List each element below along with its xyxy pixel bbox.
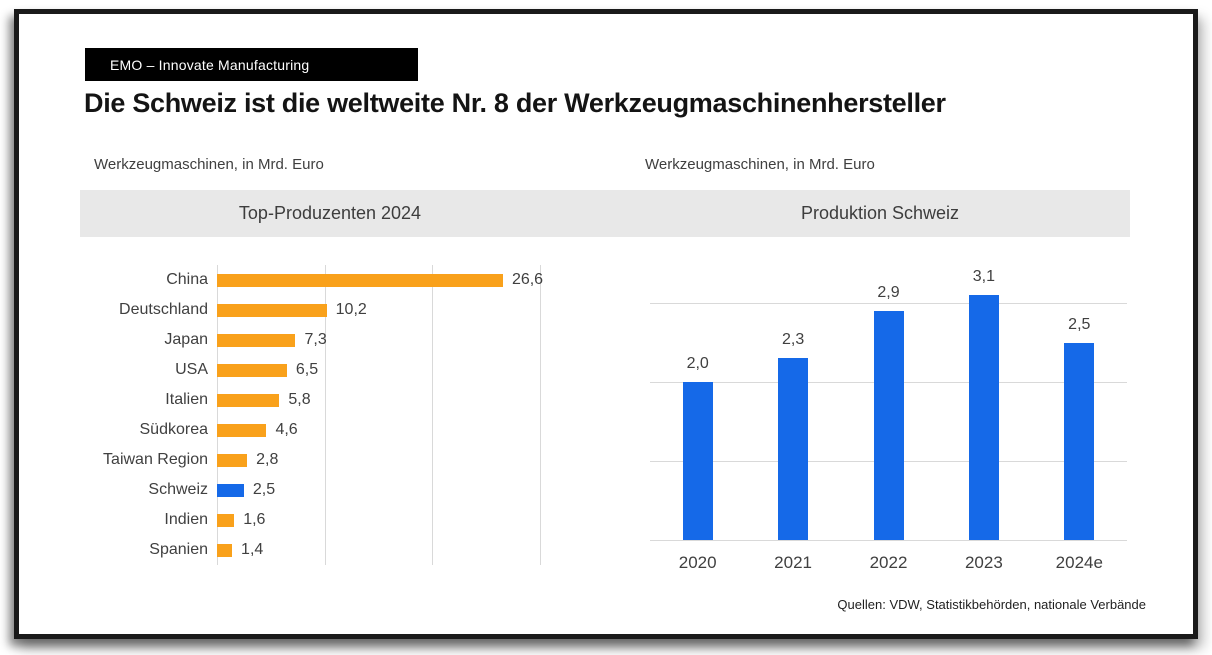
category-label-china: China — [166, 271, 208, 288]
category-label-2022: 2022 — [869, 553, 908, 572]
category-label-spanien: Spanien — [149, 541, 208, 558]
gridline — [539, 265, 541, 565]
bar-usa — [217, 363, 287, 377]
section-header-band: Top-Produzenten 2024 Produktion Schweiz — [80, 190, 1130, 237]
bar-china — [217, 273, 503, 287]
slide-frame: EMO – Innovate Manufacturing Die Schweiz… — [14, 9, 1198, 639]
left-chart-subtitle: Werkzeugmaschinen, in Mrd. Euro — [94, 156, 324, 173]
bar-deutschland — [217, 303, 327, 317]
value-label: 5,8 — [288, 391, 311, 408]
value-label: 26,6 — [511, 271, 544, 288]
top-producers-chart: China 26,6 Deutschland 10,2 Japan 7,3 USA 6,5 It… — [19, 14, 1193, 634]
category-label-deutschland: Deutschland — [119, 301, 208, 318]
value-label: 1,4 — [241, 541, 264, 558]
source-note: Quellen: VDW, Statistikbehörden, nationa… — [837, 597, 1146, 612]
bar-italien — [217, 393, 280, 407]
value-label: 2,9 — [877, 283, 900, 301]
value-label: 6,5 — [295, 361, 319, 378]
brand-banner: EMO – Innovate Manufacturing — [85, 48, 418, 81]
bar-2021 — [778, 358, 809, 540]
value-label: 2,5 — [252, 481, 276, 498]
category-label-schweiz: Schweiz — [148, 481, 208, 498]
category-label-2024e: 2024e — [1055, 553, 1103, 572]
category-label-taiwan-region: Taiwan Region — [103, 451, 208, 468]
bar-indien — [217, 513, 235, 527]
category-label-japan: Japan — [164, 331, 208, 348]
gridline — [432, 265, 433, 565]
category-label-indien: Indien — [164, 511, 208, 528]
value-label: 4,6 — [275, 421, 298, 438]
page-title: Die Schweiz ist die weltweite Nr. 8 der … — [84, 88, 946, 118]
value-label: 1,6 — [243, 511, 266, 528]
gridline — [324, 265, 326, 565]
gridline — [650, 303, 1127, 304]
value-label: 2,5 — [1068, 315, 1091, 333]
value-label: 10,2 — [335, 301, 367, 318]
category-label-2023: 2023 — [964, 553, 1003, 572]
bar-2024e — [1064, 342, 1095, 540]
bar-südkorea — [217, 423, 267, 437]
bar-2022 — [873, 310, 904, 540]
bar-2023 — [968, 295, 999, 540]
right-chart-header: Produktion Schweiz — [800, 203, 960, 223]
value-label: 7,3 — [304, 331, 327, 348]
category-label-südkorea: Südkorea — [139, 421, 209, 438]
value-label: 2,0 — [686, 355, 709, 372]
value-label: 2,3 — [781, 331, 805, 349]
category-label-2021: 2021 — [774, 553, 812, 572]
bar-2020 — [682, 382, 713, 540]
category-label-2020: 2020 — [678, 553, 717, 572]
left-chart-header: Top-Produzenten 2024 — [238, 203, 422, 223]
swiss-production-chart: 2,0 2020 2,3 2021 2,9 2022 3,1 2023 2,5 2024e — [19, 14, 1193, 634]
bar-spanien — [217, 543, 233, 557]
brand-banner-label: EMO – Innovate Manufacturing — [110, 56, 310, 73]
bar-japan — [217, 333, 296, 347]
bar-schweiz — [217, 483, 244, 497]
value-label: 3,1 — [972, 268, 996, 286]
gridline — [217, 265, 218, 565]
right-chart-subtitle: Werkzeugmaschinen, in Mrd. Euro — [645, 156, 875, 173]
bar-taiwan-region — [217, 453, 248, 467]
category-label-italien: Italien — [165, 391, 208, 408]
gridline — [650, 540, 1127, 541]
category-label-usa: USA — [175, 361, 208, 378]
value-label: 2,8 — [256, 451, 279, 468]
slide-content: EMO – Innovate Manufacturing Die Schweiz… — [19, 14, 1193, 634]
